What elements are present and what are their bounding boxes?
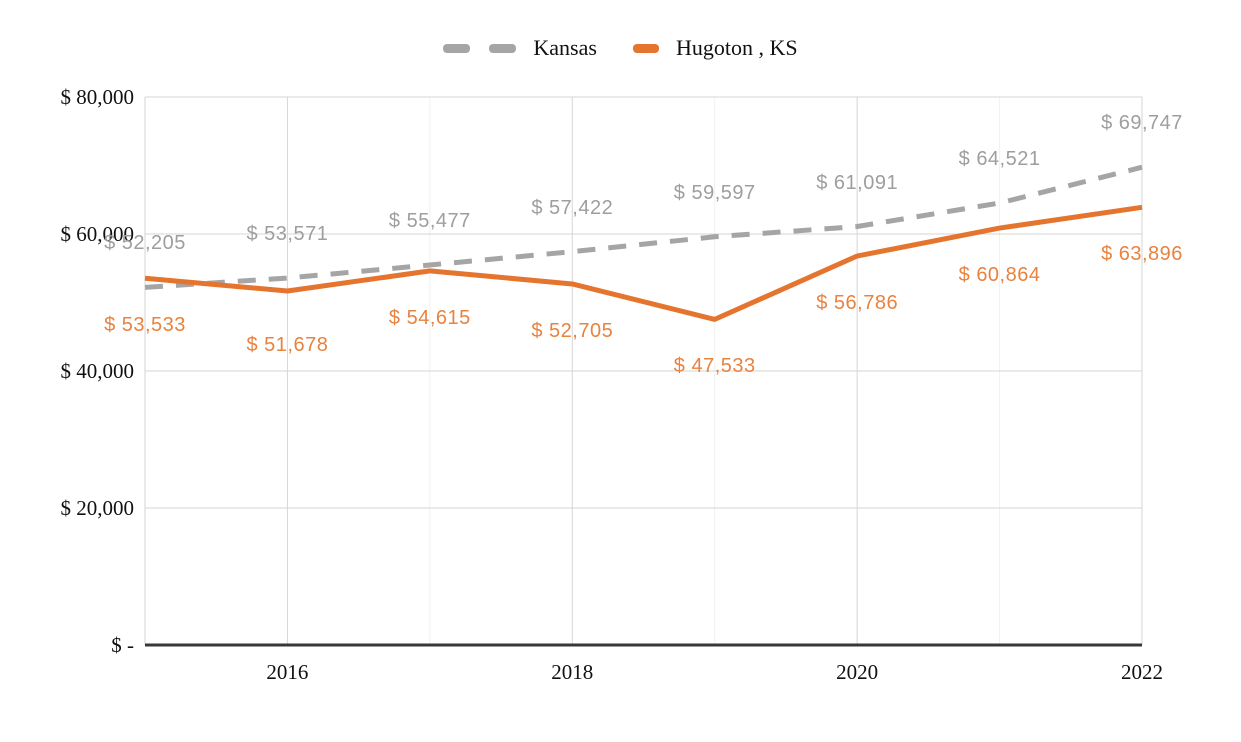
data-label-hugoton: $ 51,678 (246, 334, 329, 356)
data-label-kansas: $ 55,477 (388, 209, 471, 232)
legend-item-hugoton[interactable]: Hugoton , KS (632, 34, 798, 62)
hugoton-line (144, 204, 1143, 322)
kansas-line (144, 164, 1143, 290)
hugoton-solid-line-swatch-icon (632, 43, 659, 53)
y-tick-label: $ 40,000 (60, 359, 135, 383)
data-label-hugoton: $ 63,896 (1101, 243, 1183, 266)
plot-area: $ 52,205 $ 53,571 $ 55,477 $ 57,422 $ 59,597… (104, 96, 1182, 647)
y-tick-label: $ 20,000 (60, 496, 135, 520)
data-label-kansas: $ 61,091 (816, 171, 899, 194)
data-label-kansas: $ 53,571 (246, 223, 329, 246)
x-tick-label: 2016 (266, 660, 309, 684)
y-tick-label: $ - (111, 633, 134, 657)
x-tick-label: 2022 (1121, 660, 1163, 684)
legend-item-kansas[interactable]: Kansas (443, 34, 597, 62)
data-label-hugoton: $ 47,533 (673, 355, 756, 378)
data-label-kansas: $ 57,422 (531, 196, 614, 219)
plot-svg (144, 96, 1143, 647)
data-label-hugoton: $ 52,705 (531, 319, 614, 342)
data-label-kansas: $ 64,521 (958, 148, 1041, 171)
data-label-kansas: $ 59,597 (673, 181, 756, 204)
y-tick-label: $ 60,000 (60, 222, 135, 246)
legend-label-hugoton: Hugoton , KS (675, 35, 798, 60)
legend-label-kansas: Kansas (533, 35, 597, 60)
data-label-hugoton: $ 53,533 (104, 314, 186, 337)
data-label-kansas: $ 69,747 (1101, 112, 1183, 135)
x-tick-label: 2018 (551, 660, 594, 684)
data-label-hugoton: $ 60,864 (958, 264, 1041, 287)
data-label-hugoton: $ 56,786 (816, 292, 899, 315)
data-label-hugoton: $ 54,615 (388, 306, 471, 329)
kansas-dashed-line-swatch-icon (443, 43, 517, 53)
y-tick-label: $ 80,000 (60, 85, 135, 109)
x-tick-label: 2020 (836, 660, 879, 684)
data-label-kansas: $ 52,205 (104, 232, 186, 255)
legend: Kansas Hugoton , KS (0, 33, 1241, 63)
